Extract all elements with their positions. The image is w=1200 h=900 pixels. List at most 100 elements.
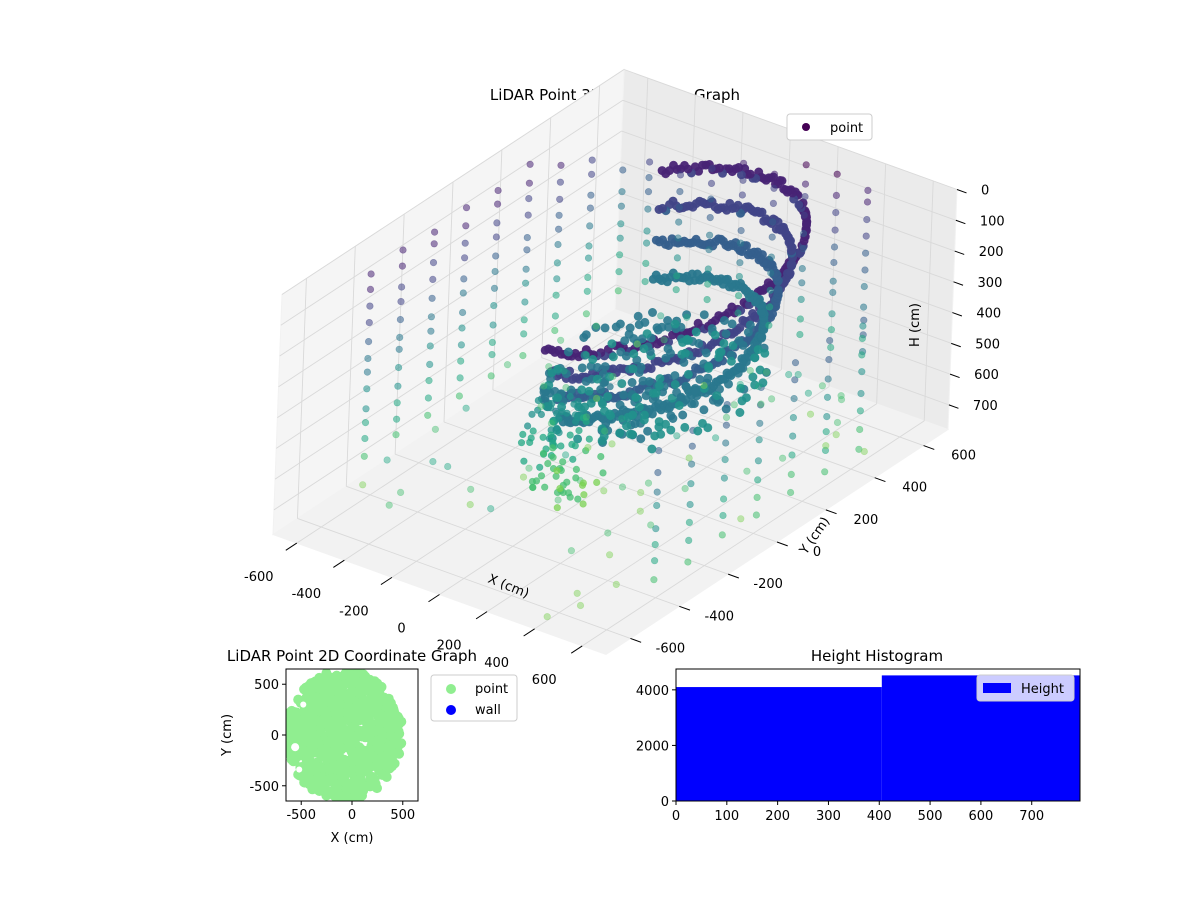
grid-z-left	[277, 192, 620, 418]
point-3d	[586, 204, 595, 212]
point-3d	[556, 178, 565, 186]
point-2d	[365, 684, 376, 695]
point-3d	[424, 411, 432, 419]
point-3d	[566, 393, 574, 401]
point-3d	[426, 342, 434, 350]
point-2d	[314, 747, 325, 758]
point-3d	[429, 458, 437, 466]
point-2d	[289, 707, 300, 718]
point-3d	[520, 316, 528, 324]
x-tick-mark	[333, 559, 345, 568]
x-tick-label-2d: -500	[286, 808, 316, 823]
point-3d	[767, 269, 775, 277]
point-3d	[859, 303, 868, 311]
point-3d	[674, 400, 684, 410]
point-3d	[584, 254, 593, 262]
point-3d	[798, 279, 806, 287]
point-3d	[561, 451, 570, 459]
point-2d	[380, 693, 391, 704]
point-3d	[737, 227, 745, 235]
grid-z-left	[279, 130, 622, 357]
point-3d	[653, 488, 661, 496]
point-3d	[675, 203, 683, 211]
point-3d	[574, 397, 582, 405]
point-3d	[860, 282, 868, 291]
point-3d	[748, 372, 758, 382]
point-2d	[286, 732, 297, 743]
point-3d	[364, 354, 372, 363]
x-tick-mark	[285, 542, 298, 551]
point-3d	[540, 382, 548, 390]
point-3d	[431, 425, 440, 433]
point-3d	[832, 209, 840, 217]
point-3d	[571, 442, 579, 450]
point-3d	[631, 392, 641, 402]
point-3d	[429, 259, 438, 267]
point-3d	[858, 334, 867, 343]
point-3d	[577, 363, 587, 373]
y-tick-label: 400	[902, 481, 927, 496]
point-3d	[488, 351, 496, 359]
point-2d	[354, 726, 365, 737]
point-3d	[704, 280, 712, 288]
point-3d	[754, 457, 763, 465]
point-3d	[685, 454, 693, 462]
point-3d	[682, 334, 692, 344]
point-3d	[728, 341, 738, 351]
point-3d	[718, 531, 726, 539]
point-2d	[343, 695, 354, 705]
point-3d	[547, 431, 555, 439]
point-3d	[584, 386, 594, 396]
point-3d	[642, 259, 650, 268]
point-3d	[690, 386, 700, 396]
point-3d	[614, 287, 622, 295]
y-tick-label: -600	[656, 641, 686, 656]
point-3d	[677, 349, 687, 359]
point-3d	[616, 234, 624, 242]
point-3d	[532, 477, 541, 485]
point-3d	[617, 202, 626, 210]
point-3d	[359, 481, 367, 489]
point-3d	[615, 400, 625, 410]
point-3d	[430, 240, 438, 248]
point-3d	[722, 413, 731, 422]
point-3d	[863, 198, 872, 206]
point-3d	[559, 458, 567, 466]
grid-y-left	[443, 181, 454, 423]
point-3d	[553, 259, 562, 267]
point-3d	[861, 266, 869, 274]
point-3d	[796, 315, 805, 323]
point-3d	[604, 529, 612, 537]
histogram-legend-box	[976, 674, 1075, 702]
point-3d	[754, 476, 762, 484]
point-3d	[398, 262, 407, 270]
point-3d	[693, 426, 703, 436]
point-3d	[766, 286, 774, 294]
chart-2d-legend-marker-wall	[446, 705, 456, 715]
point-3d	[553, 504, 561, 512]
histogram-legend-label: Height	[1021, 682, 1064, 697]
point-3d	[585, 242, 593, 250]
z-tick-mark	[949, 373, 960, 379]
point-3d	[707, 179, 716, 187]
point-3d	[425, 377, 433, 385]
point-2d	[389, 737, 400, 748]
point-3d	[600, 362, 610, 372]
point-3d	[825, 356, 833, 364]
point-3d	[827, 343, 835, 352]
point-3d	[829, 277, 837, 285]
point-3d	[549, 453, 557, 461]
point-3d	[697, 418, 707, 428]
point-3d	[608, 352, 618, 362]
point-3d	[628, 364, 638, 374]
point-3d	[829, 288, 837, 297]
point-3d	[633, 340, 641, 348]
point-3d	[864, 186, 872, 194]
point-3d	[459, 308, 467, 317]
point-3d	[618, 415, 626, 423]
point-3d	[800, 211, 808, 219]
x-tick-label: 400	[484, 656, 509, 671]
point-2d	[323, 720, 334, 730]
point-3d	[582, 447, 590, 455]
point-3d	[726, 356, 736, 366]
